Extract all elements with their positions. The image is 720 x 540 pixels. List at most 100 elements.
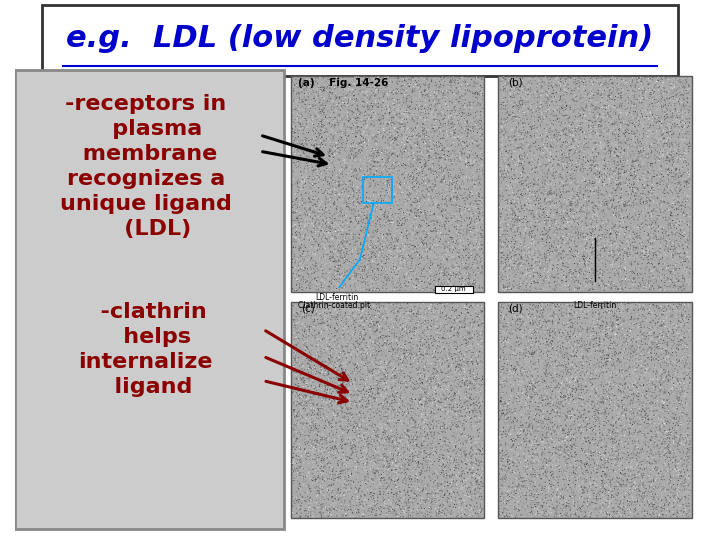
Point: [618, 279, 630, 288]
Point: [664, 264, 675, 273]
Point: [614, 82, 626, 90]
Point: [441, 356, 453, 365]
Point: [467, 464, 478, 472]
Point: [630, 106, 642, 114]
Point: [678, 193, 690, 202]
Point: [454, 184, 466, 193]
Point: [647, 134, 658, 143]
Point: [657, 435, 669, 443]
Point: [359, 465, 370, 474]
Point: [651, 206, 662, 214]
Point: [459, 336, 470, 345]
Point: [392, 262, 403, 271]
Point: [304, 90, 315, 98]
Point: [677, 301, 688, 309]
Point: [449, 302, 460, 311]
Point: [431, 490, 443, 498]
Point: [603, 509, 615, 518]
Point: [451, 416, 463, 424]
Point: [431, 227, 442, 236]
Point: [300, 470, 312, 479]
Point: [495, 128, 507, 137]
Point: [634, 239, 645, 247]
Point: [328, 258, 340, 266]
Point: [401, 124, 413, 133]
Point: [387, 404, 398, 413]
Point: [631, 367, 642, 375]
Point: [439, 137, 451, 145]
Point: [315, 226, 327, 235]
Point: [679, 361, 690, 370]
Point: [666, 256, 678, 265]
Point: [379, 76, 391, 84]
Point: [377, 258, 389, 267]
Point: [333, 262, 344, 271]
Point: [505, 343, 516, 352]
Point: [362, 104, 374, 113]
Point: [405, 307, 417, 316]
Point: [581, 215, 593, 224]
Point: [333, 264, 345, 273]
Point: [380, 452, 392, 461]
Point: [518, 229, 530, 238]
Point: [469, 374, 480, 382]
Point: [510, 127, 521, 136]
Point: [366, 144, 378, 152]
Point: [618, 181, 629, 190]
Point: [307, 83, 318, 92]
Point: [635, 318, 647, 327]
Point: [639, 390, 651, 399]
Point: [541, 247, 552, 255]
Point: [654, 77, 666, 86]
Point: [418, 170, 430, 179]
Point: [327, 177, 338, 185]
Point: [502, 232, 513, 240]
Point: [354, 454, 366, 462]
Point: [528, 111, 539, 120]
Point: [374, 286, 385, 294]
Point: [571, 329, 582, 338]
Point: [552, 509, 563, 517]
Point: [287, 124, 298, 133]
Point: [444, 226, 456, 235]
Point: [422, 186, 433, 194]
Point: [348, 328, 359, 336]
Point: [409, 105, 420, 113]
Point: [573, 78, 585, 86]
Point: [647, 510, 659, 519]
Point: [419, 85, 431, 94]
Point: [302, 512, 313, 521]
Point: [336, 321, 347, 329]
Point: [390, 150, 402, 159]
Point: [662, 453, 673, 462]
Point: [320, 342, 332, 350]
Point: [639, 446, 651, 455]
Point: [436, 210, 447, 219]
Point: [395, 385, 406, 394]
Point: [673, 203, 685, 212]
Point: [650, 106, 662, 114]
Point: [412, 138, 423, 147]
Point: [453, 436, 464, 444]
Point: [395, 165, 406, 174]
Point: [629, 376, 640, 384]
Point: [603, 166, 615, 175]
Point: [338, 211, 350, 220]
Point: [500, 93, 511, 102]
Point: [598, 147, 610, 156]
Point: [438, 458, 449, 467]
Point: [641, 380, 652, 388]
Point: [399, 494, 410, 503]
Point: [660, 355, 671, 363]
Point: [374, 484, 386, 493]
Point: [534, 497, 546, 505]
Point: [395, 330, 406, 339]
Point: [633, 83, 644, 91]
Point: [431, 239, 443, 247]
Point: [413, 507, 424, 516]
Point: [662, 308, 673, 316]
Point: [406, 144, 418, 153]
Point: [410, 111, 422, 120]
Point: [555, 442, 567, 451]
Point: [374, 231, 385, 239]
